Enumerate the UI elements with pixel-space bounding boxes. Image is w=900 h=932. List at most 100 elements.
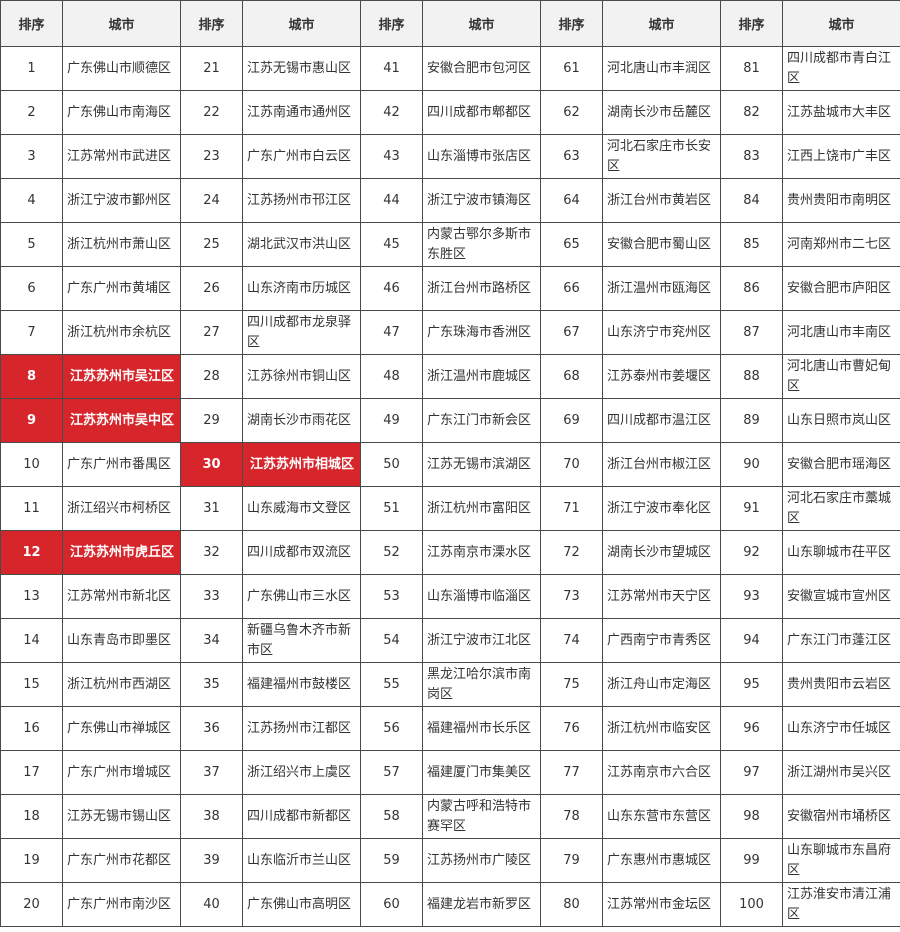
rank-cell: 2	[0, 90, 63, 135]
rank-cell: 13	[0, 574, 63, 619]
city-cell: 河北石家庄市藁城区	[782, 486, 900, 531]
rank-cell: 72	[540, 530, 603, 575]
city-cell: 四川成都市郫都区	[422, 90, 541, 135]
rank-cell: 31	[180, 486, 243, 531]
rank-cell: 27	[180, 310, 243, 355]
city-cell: 河南郑州市二七区	[782, 222, 900, 267]
city-cell: 江西上饶市广丰区	[782, 134, 900, 179]
rank-cell: 95	[720, 662, 783, 707]
rank-cell: 9	[0, 398, 63, 443]
city-cell: 江苏南京市溧水区	[422, 530, 541, 575]
city-cell: 江苏苏州市吴江区	[62, 354, 181, 399]
city-cell: 福建厦门市集美区	[422, 750, 541, 795]
city-cell: 安徽合肥市蜀山区	[602, 222, 721, 267]
city-cell: 江苏南京市六合区	[602, 750, 721, 795]
rank-cell: 64	[540, 178, 603, 223]
rank-cell: 18	[0, 794, 63, 839]
city-cell: 山东济南市历城区	[242, 266, 361, 311]
rank-cell: 62	[540, 90, 603, 135]
city-cell: 浙江湖州市吴兴区	[782, 750, 900, 795]
city-cell: 山东聊城市东昌府区	[782, 838, 900, 883]
rank-cell: 73	[540, 574, 603, 619]
rank-cell: 69	[540, 398, 603, 443]
city-cell: 浙江杭州市萧山区	[62, 222, 181, 267]
city-cell: 浙江宁波市江北区	[422, 618, 541, 663]
city-cell: 广东佛山市三水区	[242, 574, 361, 619]
city-cell: 湖南长沙市岳麓区	[602, 90, 721, 135]
city-cell: 浙江温州市鹿城区	[422, 354, 541, 399]
city-cell: 广东江门市新会区	[422, 398, 541, 443]
header-rank: 排序	[540, 0, 603, 47]
city-cell: 山东东营市东营区	[602, 794, 721, 839]
city-cell: 河北唐山市曹妃甸区	[782, 354, 900, 399]
city-cell: 广东广州市黄埔区	[62, 266, 181, 311]
rank-cell: 46	[360, 266, 423, 311]
city-cell: 湖南长沙市望城区	[602, 530, 721, 575]
rank-cell: 3	[0, 134, 63, 179]
city-cell: 内蒙古呼和浩特市赛罕区	[422, 794, 541, 839]
header-city: 城市	[602, 0, 721, 47]
table-row: 6 广东广州市黄埔区 26 山东济南市历城区 46 浙江台州市路桥区 66 浙江温州市瓯海区 8…	[0, 266, 900, 311]
city-cell: 江苏淮安市清江浦区	[782, 882, 900, 927]
rank-cell: 89	[720, 398, 783, 443]
rank-cell: 43	[360, 134, 423, 179]
city-cell: 广东珠海市香洲区	[422, 310, 541, 355]
rank-cell: 6	[0, 266, 63, 311]
header-rank: 排序	[0, 0, 63, 47]
city-cell: 河北唐山市丰南区	[782, 310, 900, 355]
rank-cell: 63	[540, 134, 603, 179]
rank-cell: 100	[720, 882, 783, 927]
rank-cell: 80	[540, 882, 603, 927]
city-cell: 湖北武汉市洪山区	[242, 222, 361, 267]
header-city: 城市	[242, 0, 361, 47]
city-cell: 广东广州市番禺区	[62, 442, 181, 487]
city-cell: 浙江舟山市定海区	[602, 662, 721, 707]
rank-cell: 81	[720, 46, 783, 91]
header-row: 排序 城市 排序 城市 排序 城市 排序 城市 排序 城市	[0, 0, 900, 47]
rank-cell: 23	[180, 134, 243, 179]
rank-cell: 40	[180, 882, 243, 927]
rank-cell: 59	[360, 838, 423, 883]
rank-cell: 97	[720, 750, 783, 795]
rank-cell: 35	[180, 662, 243, 707]
table-body: 1 广东佛山市顺德区 21 江苏无锡市惠山区 41 安徽合肥市包河区 61 河北唐山市丰润区 8…	[0, 46, 900, 927]
rank-cell: 45	[360, 222, 423, 267]
rank-cell: 39	[180, 838, 243, 883]
rank-cell: 17	[0, 750, 63, 795]
table-row: 8 江苏苏州市吴江区 28 江苏徐州市铜山区 48 浙江温州市鹿城区 68 江苏泰州市姜堰区 8…	[0, 354, 900, 399]
city-cell: 广西南宁市青秀区	[602, 618, 721, 663]
rank-cell: 36	[180, 706, 243, 751]
table-row: 12 江苏苏州市虎丘区 32 四川成都市双流区 52 江苏南京市溧水区 72 湖南长沙市望城区…	[0, 530, 900, 575]
header-city: 城市	[62, 0, 181, 47]
city-cell: 江苏常州市金坛区	[602, 882, 721, 927]
city-cell: 浙江杭州市余杭区	[62, 310, 181, 355]
city-cell: 江苏盐城市大丰区	[782, 90, 900, 135]
city-cell: 安徽宣城市宣州区	[782, 574, 900, 619]
city-cell: 山东济宁市任城区	[782, 706, 900, 751]
rank-cell: 54	[360, 618, 423, 663]
rank-cell: 37	[180, 750, 243, 795]
header-city: 城市	[782, 0, 900, 47]
rank-cell: 79	[540, 838, 603, 883]
city-cell: 浙江绍兴市柯桥区	[62, 486, 181, 531]
rank-cell: 49	[360, 398, 423, 443]
city-cell: 广东广州市白云区	[242, 134, 361, 179]
rank-cell: 15	[0, 662, 63, 707]
table-row: 3 江苏常州市武进区 23 广东广州市白云区 43 山东淄博市张店区 63 河北石家庄市长安区…	[0, 134, 900, 179]
rank-cell: 65	[540, 222, 603, 267]
rank-cell: 52	[360, 530, 423, 575]
rank-cell: 84	[720, 178, 783, 223]
header-city: 城市	[422, 0, 541, 47]
rank-cell: 26	[180, 266, 243, 311]
city-cell: 江苏扬州市江都区	[242, 706, 361, 751]
rank-cell: 8	[0, 354, 63, 399]
table-row: 4 浙江宁波市鄞州区 24 江苏扬州市邗江区 44 浙江宁波市镇海区 64 浙江台州市黄岩区 8…	[0, 178, 900, 223]
rank-cell: 56	[360, 706, 423, 751]
rank-cell: 55	[360, 662, 423, 707]
city-cell: 广东佛山市南海区	[62, 90, 181, 135]
table-row: 9 江苏苏州市吴中区 29 湖南长沙市雨花区 49 广东江门市新会区 69 四川成都市温江区 8…	[0, 398, 900, 443]
city-cell: 河北唐山市丰润区	[602, 46, 721, 91]
table-row: 2 广东佛山市南海区 22 江苏南通市通州区 42 四川成都市郫都区 62 湖南长沙市岳麓区 8…	[0, 90, 900, 135]
rank-cell: 71	[540, 486, 603, 531]
city-cell: 浙江台州市黄岩区	[602, 178, 721, 223]
